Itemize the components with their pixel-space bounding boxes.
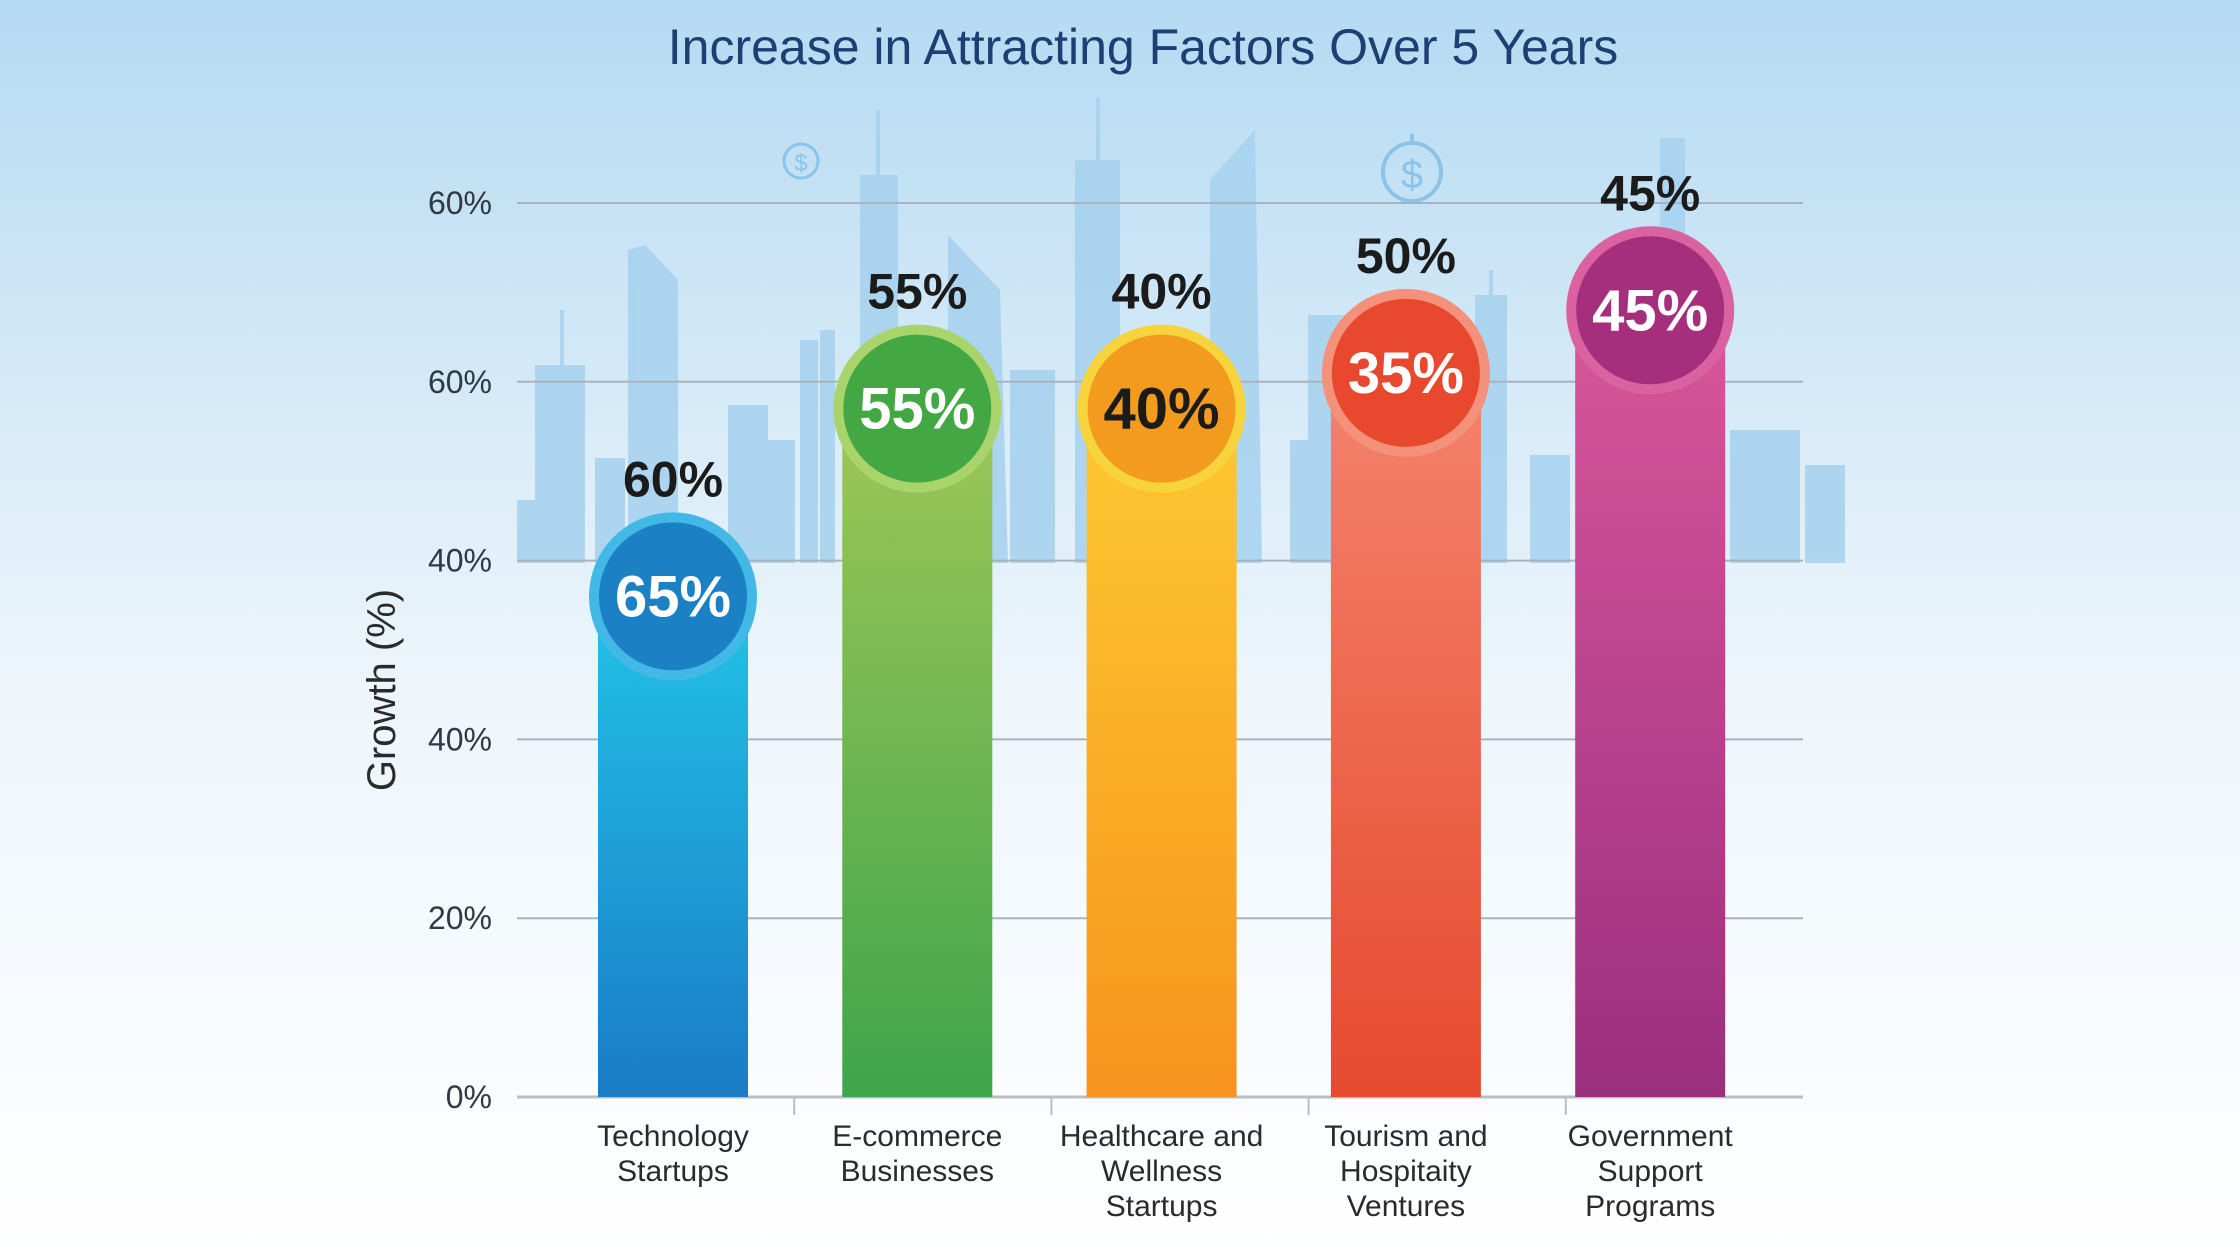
bar — [842, 408, 993, 1097]
bar — [1086, 408, 1237, 1097]
bubble-value-label: 40% — [1104, 377, 1220, 442]
bubble-value-label: 35% — [1348, 341, 1464, 406]
top-value-label: 55% — [867, 264, 967, 320]
top-value-label: 50% — [1356, 228, 1456, 284]
category-label: E-commerce — [832, 1120, 1002, 1153]
category-label: Startups — [1106, 1190, 1218, 1223]
category-label: Startups — [617, 1155, 729, 1188]
category-label: Healthcare and — [1060, 1120, 1263, 1153]
bar — [1330, 372, 1481, 1097]
category-label: Ventures — [1347, 1190, 1465, 1223]
bar-group: 45% 45% — [1566, 165, 1735, 1097]
bar-group: 65% 60% — [589, 451, 757, 1097]
svg-text:$: $ — [1401, 153, 1423, 197]
category-label: Support — [1598, 1155, 1704, 1188]
top-value-label: 60% — [623, 451, 723, 507]
category-label: Hospitaity — [1340, 1155, 1472, 1188]
y-tick-label: 60% — [428, 185, 492, 221]
bubble-value-label: 45% — [1592, 278, 1708, 343]
y-tick-label: 40% — [428, 721, 492, 757]
value-bubble — [1566, 226, 1735, 395]
category-label: Government — [1568, 1120, 1734, 1153]
x-axis-labels: TechnologyStartupsE-commerceBusinessesHe… — [597, 1097, 1733, 1223]
bar-group: 35% 50% — [1321, 228, 1490, 1097]
y-tick-label: 60% — [428, 364, 492, 400]
bar — [1575, 310, 1726, 1097]
value-bubble — [833, 324, 1002, 493]
bar-group: 55% 55% — [833, 264, 1002, 1097]
chart-title: Increase in Attracting Factors Over 5 Ye… — [668, 19, 1618, 75]
bar-group: 40% 40% — [1077, 264, 1246, 1097]
y-axis-label: Growth (%) — [360, 589, 404, 791]
bubble-value-label: 65% — [615, 564, 731, 629]
value-bubble — [589, 512, 757, 681]
category-label: Businesses — [841, 1155, 994, 1188]
value-bubble — [1077, 324, 1246, 493]
category-label: Technology — [597, 1120, 749, 1153]
top-value-label: 40% — [1112, 264, 1212, 320]
svg-text:$: $ — [794, 150, 807, 177]
value-bubble — [1321, 288, 1490, 457]
y-tick-label: 0% — [446, 1079, 492, 1115]
dollar-coin-icon: $ — [782, 142, 820, 180]
category-label: Tourism and — [1324, 1120, 1487, 1153]
top-value-label: 45% — [1600, 165, 1700, 221]
bars: 65% 60% 55% 55% 40% 40% 35% 50% 45% 45% — [589, 165, 1735, 1097]
dollar-coin-icon: $ — [1381, 134, 1443, 203]
y-tick-label: 40% — [428, 543, 492, 579]
category-label: Wellness — [1101, 1155, 1222, 1188]
y-axis-ticks: 0% 20% 40% 40% 60% 60% — [428, 185, 492, 1115]
category-label: Programs — [1585, 1190, 1715, 1223]
y-tick-label: 20% — [428, 900, 492, 936]
bubble-value-label: 55% — [859, 377, 975, 442]
